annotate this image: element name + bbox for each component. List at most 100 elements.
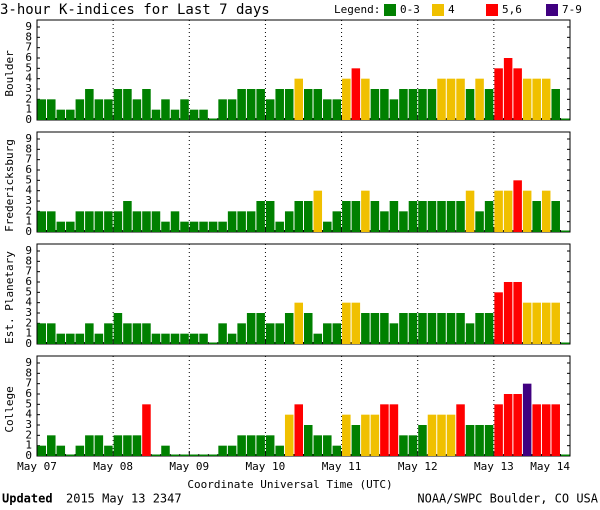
bar xyxy=(151,454,161,456)
bar xyxy=(75,445,85,456)
bar xyxy=(532,302,541,344)
bar xyxy=(484,89,494,120)
bar xyxy=(380,211,389,232)
bar xyxy=(132,99,142,120)
source: NOAA/SWPC Boulder, CO USA xyxy=(417,492,598,506)
bar xyxy=(437,313,446,344)
bar xyxy=(132,435,142,456)
bar xyxy=(332,445,342,456)
bar xyxy=(522,190,532,232)
legend-swatch xyxy=(384,4,396,16)
x-tick-label: May 08 xyxy=(93,460,133,473)
bar xyxy=(151,211,161,232)
bar xyxy=(399,435,408,456)
bar xyxy=(113,211,123,232)
x-axis-title: Coordinate Universal Time (UTC) xyxy=(187,478,392,491)
x-tick-label: May 14 xyxy=(530,460,570,473)
bar xyxy=(56,109,66,120)
bar xyxy=(123,89,132,120)
bar xyxy=(142,404,151,456)
bar xyxy=(323,221,332,232)
bar xyxy=(94,435,104,456)
bar xyxy=(85,323,94,344)
legend-swatch xyxy=(432,4,444,16)
bar xyxy=(246,211,256,232)
bar xyxy=(85,211,94,232)
bar xyxy=(180,454,189,456)
bar xyxy=(265,323,275,344)
bar xyxy=(208,454,218,456)
bar xyxy=(275,89,284,120)
bar xyxy=(503,190,513,232)
chart-title: 3-hour K-indices for Last 7 days xyxy=(0,2,270,18)
bar xyxy=(342,302,351,344)
bar xyxy=(370,201,380,232)
bar xyxy=(427,414,437,456)
bar xyxy=(170,454,180,456)
bar xyxy=(342,201,351,232)
bar xyxy=(94,333,104,344)
bar xyxy=(389,201,399,232)
bar xyxy=(380,313,389,344)
bar xyxy=(551,404,560,456)
legend-swatch xyxy=(546,4,558,16)
y-tick-label: 0 xyxy=(25,337,32,350)
y-tick-label: 7 xyxy=(25,41,32,54)
bar xyxy=(208,221,218,232)
y-tick-label: 0 xyxy=(25,449,32,462)
bar xyxy=(332,211,342,232)
bar xyxy=(361,414,370,456)
bar xyxy=(351,302,361,344)
x-tick-label: May 09 xyxy=(169,460,209,473)
bar xyxy=(446,313,456,344)
bar xyxy=(465,89,475,120)
bar xyxy=(437,78,446,120)
bar xyxy=(104,445,113,456)
bar xyxy=(56,333,66,344)
bar xyxy=(218,221,227,232)
bar xyxy=(47,99,56,120)
updated-label: Updated xyxy=(2,492,53,506)
y-tick-label: 6 xyxy=(25,275,32,288)
bar xyxy=(151,109,161,120)
bar xyxy=(218,323,227,344)
bar xyxy=(361,313,370,344)
bar xyxy=(465,323,475,344)
x-tick-label: May 12 xyxy=(398,460,438,473)
bar xyxy=(265,201,275,232)
bar xyxy=(56,445,66,456)
y-axis-title: Fredericksburg xyxy=(3,139,16,232)
y-tick-label: 6 xyxy=(25,51,32,64)
y-tick-label: 8 xyxy=(25,366,32,379)
legend-label: 4 xyxy=(448,3,455,16)
y-tick-label: 5 xyxy=(25,285,32,298)
bar xyxy=(284,89,294,120)
bar xyxy=(142,323,151,344)
bar xyxy=(494,292,503,344)
bar xyxy=(199,454,208,456)
bar xyxy=(418,425,427,456)
bar xyxy=(113,435,123,456)
bar xyxy=(370,313,380,344)
bar xyxy=(66,333,75,344)
y-tick-label: 6 xyxy=(25,163,32,176)
bar xyxy=(113,89,123,120)
bar xyxy=(541,404,551,456)
y-tick-label: 0 xyxy=(25,113,32,126)
bar xyxy=(304,425,313,456)
y-tick-label: 3 xyxy=(25,82,32,95)
bar xyxy=(446,414,456,456)
y-tick-label: 5 xyxy=(25,61,32,74)
bar xyxy=(113,313,123,344)
bar xyxy=(256,89,265,120)
legend-label: 5,6 xyxy=(502,3,522,16)
y-tick-label: 8 xyxy=(25,142,32,155)
bar xyxy=(456,313,465,344)
y-tick-label: 2 xyxy=(25,428,32,441)
bar xyxy=(503,58,513,120)
bar xyxy=(541,78,551,120)
bar xyxy=(180,333,189,344)
bar xyxy=(494,404,503,456)
bar xyxy=(484,425,494,456)
